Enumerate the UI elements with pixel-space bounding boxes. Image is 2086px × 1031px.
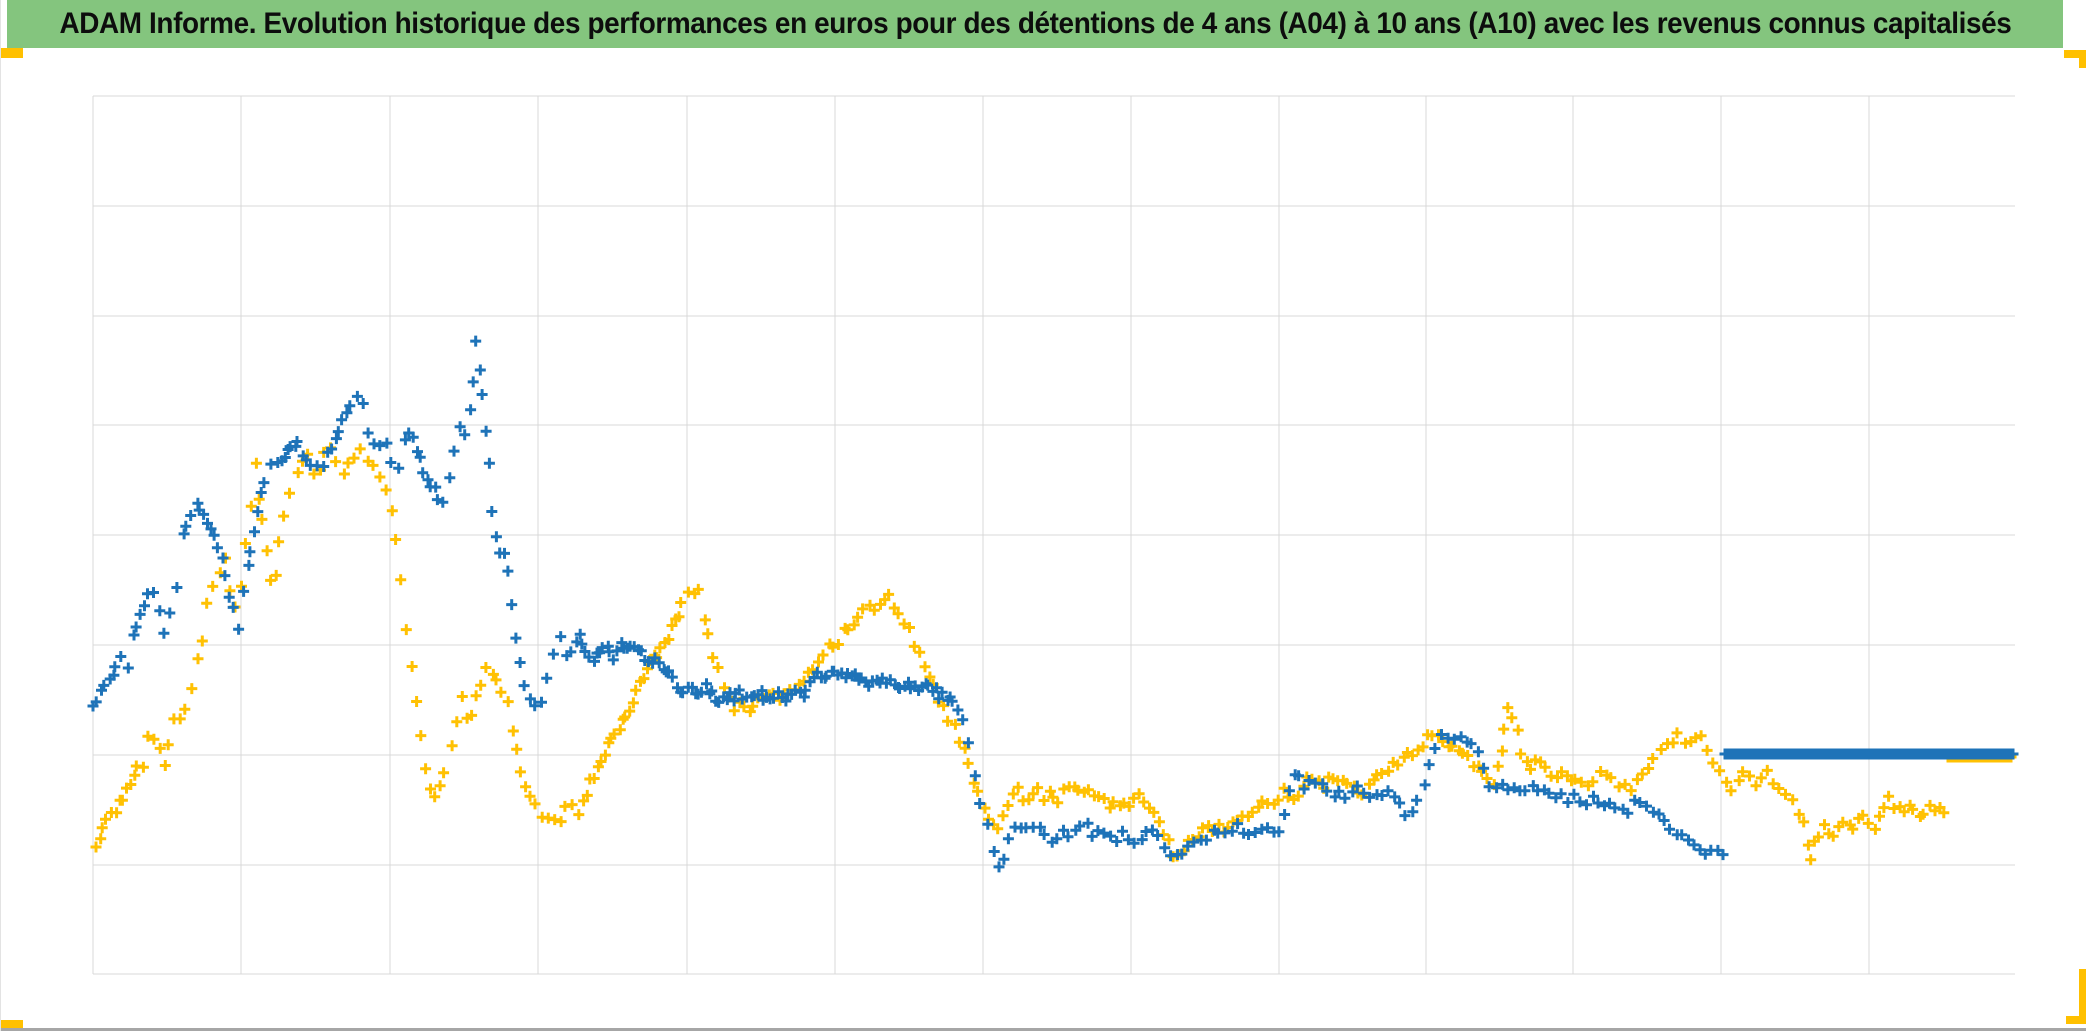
page-title: ADAM Informe. Evolution historique des p…	[59, 7, 2011, 40]
frame-accent-top-left-icon	[1, 48, 23, 58]
frame-accent-bottom-right-icon	[2066, 969, 2086, 1024]
frame-accent-top-right-icon	[2064, 50, 2086, 68]
frame-accent-bottom-left-icon	[1, 1020, 23, 1029]
title-bar: ADAM Informe. Evolution historique des p…	[7, 0, 2063, 48]
bottom-rule	[1, 1028, 2086, 1031]
